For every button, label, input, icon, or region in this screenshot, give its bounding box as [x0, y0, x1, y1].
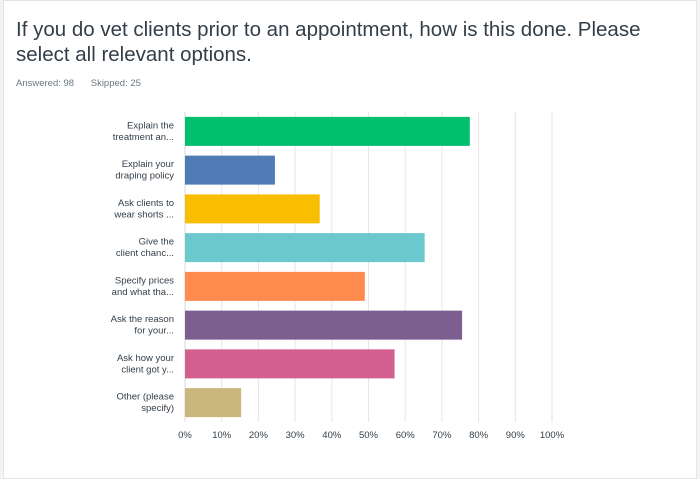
x-tick-label: 20% [249, 430, 269, 441]
category-label: Explain your draping policy [115, 159, 174, 182]
x-tick-label: 40% [322, 430, 342, 441]
category-label: Give the client chanc... [116, 237, 174, 260]
x-tick-label: 70% [432, 430, 452, 441]
category-label: Ask clients to wear shorts ... [113, 198, 174, 221]
bar [185, 155, 275, 185]
bar [185, 349, 395, 379]
x-tick-label: 0% [178, 430, 192, 441]
x-tick-label: 80% [469, 430, 489, 441]
bar [185, 271, 365, 301]
answered-count: Answered: 98 [16, 78, 75, 89]
category-label: Ask the reason for your... [111, 314, 174, 337]
x-tick-label: 30% [286, 430, 306, 441]
category-label: Explain the treatment an... [113, 120, 174, 143]
question-card: If you do vet clients prior to an appoin… [3, 0, 697, 479]
bar [185, 194, 320, 224]
x-tick-label: 100% [540, 430, 565, 441]
question-title: If you do vet clients prior to an appoin… [16, 18, 641, 66]
x-tick-label: 10% [212, 430, 232, 441]
x-tick-label: 90% [506, 430, 526, 441]
bar [185, 116, 470, 146]
skipped-count: Skipped: 25 [90, 78, 141, 89]
category-label: Ask how your client got y... [117, 353, 174, 376]
bar [185, 388, 242, 418]
x-tick-label: 50% [359, 430, 379, 441]
bar [185, 233, 425, 263]
category-label: Other (please specify) [116, 392, 174, 415]
bar [185, 310, 463, 340]
category-label: Specify prices and what tha... [112, 275, 175, 298]
response-stats: Answered: 98 Skipped: 25 [16, 78, 155, 89]
x-tick-label: 60% [396, 430, 416, 441]
